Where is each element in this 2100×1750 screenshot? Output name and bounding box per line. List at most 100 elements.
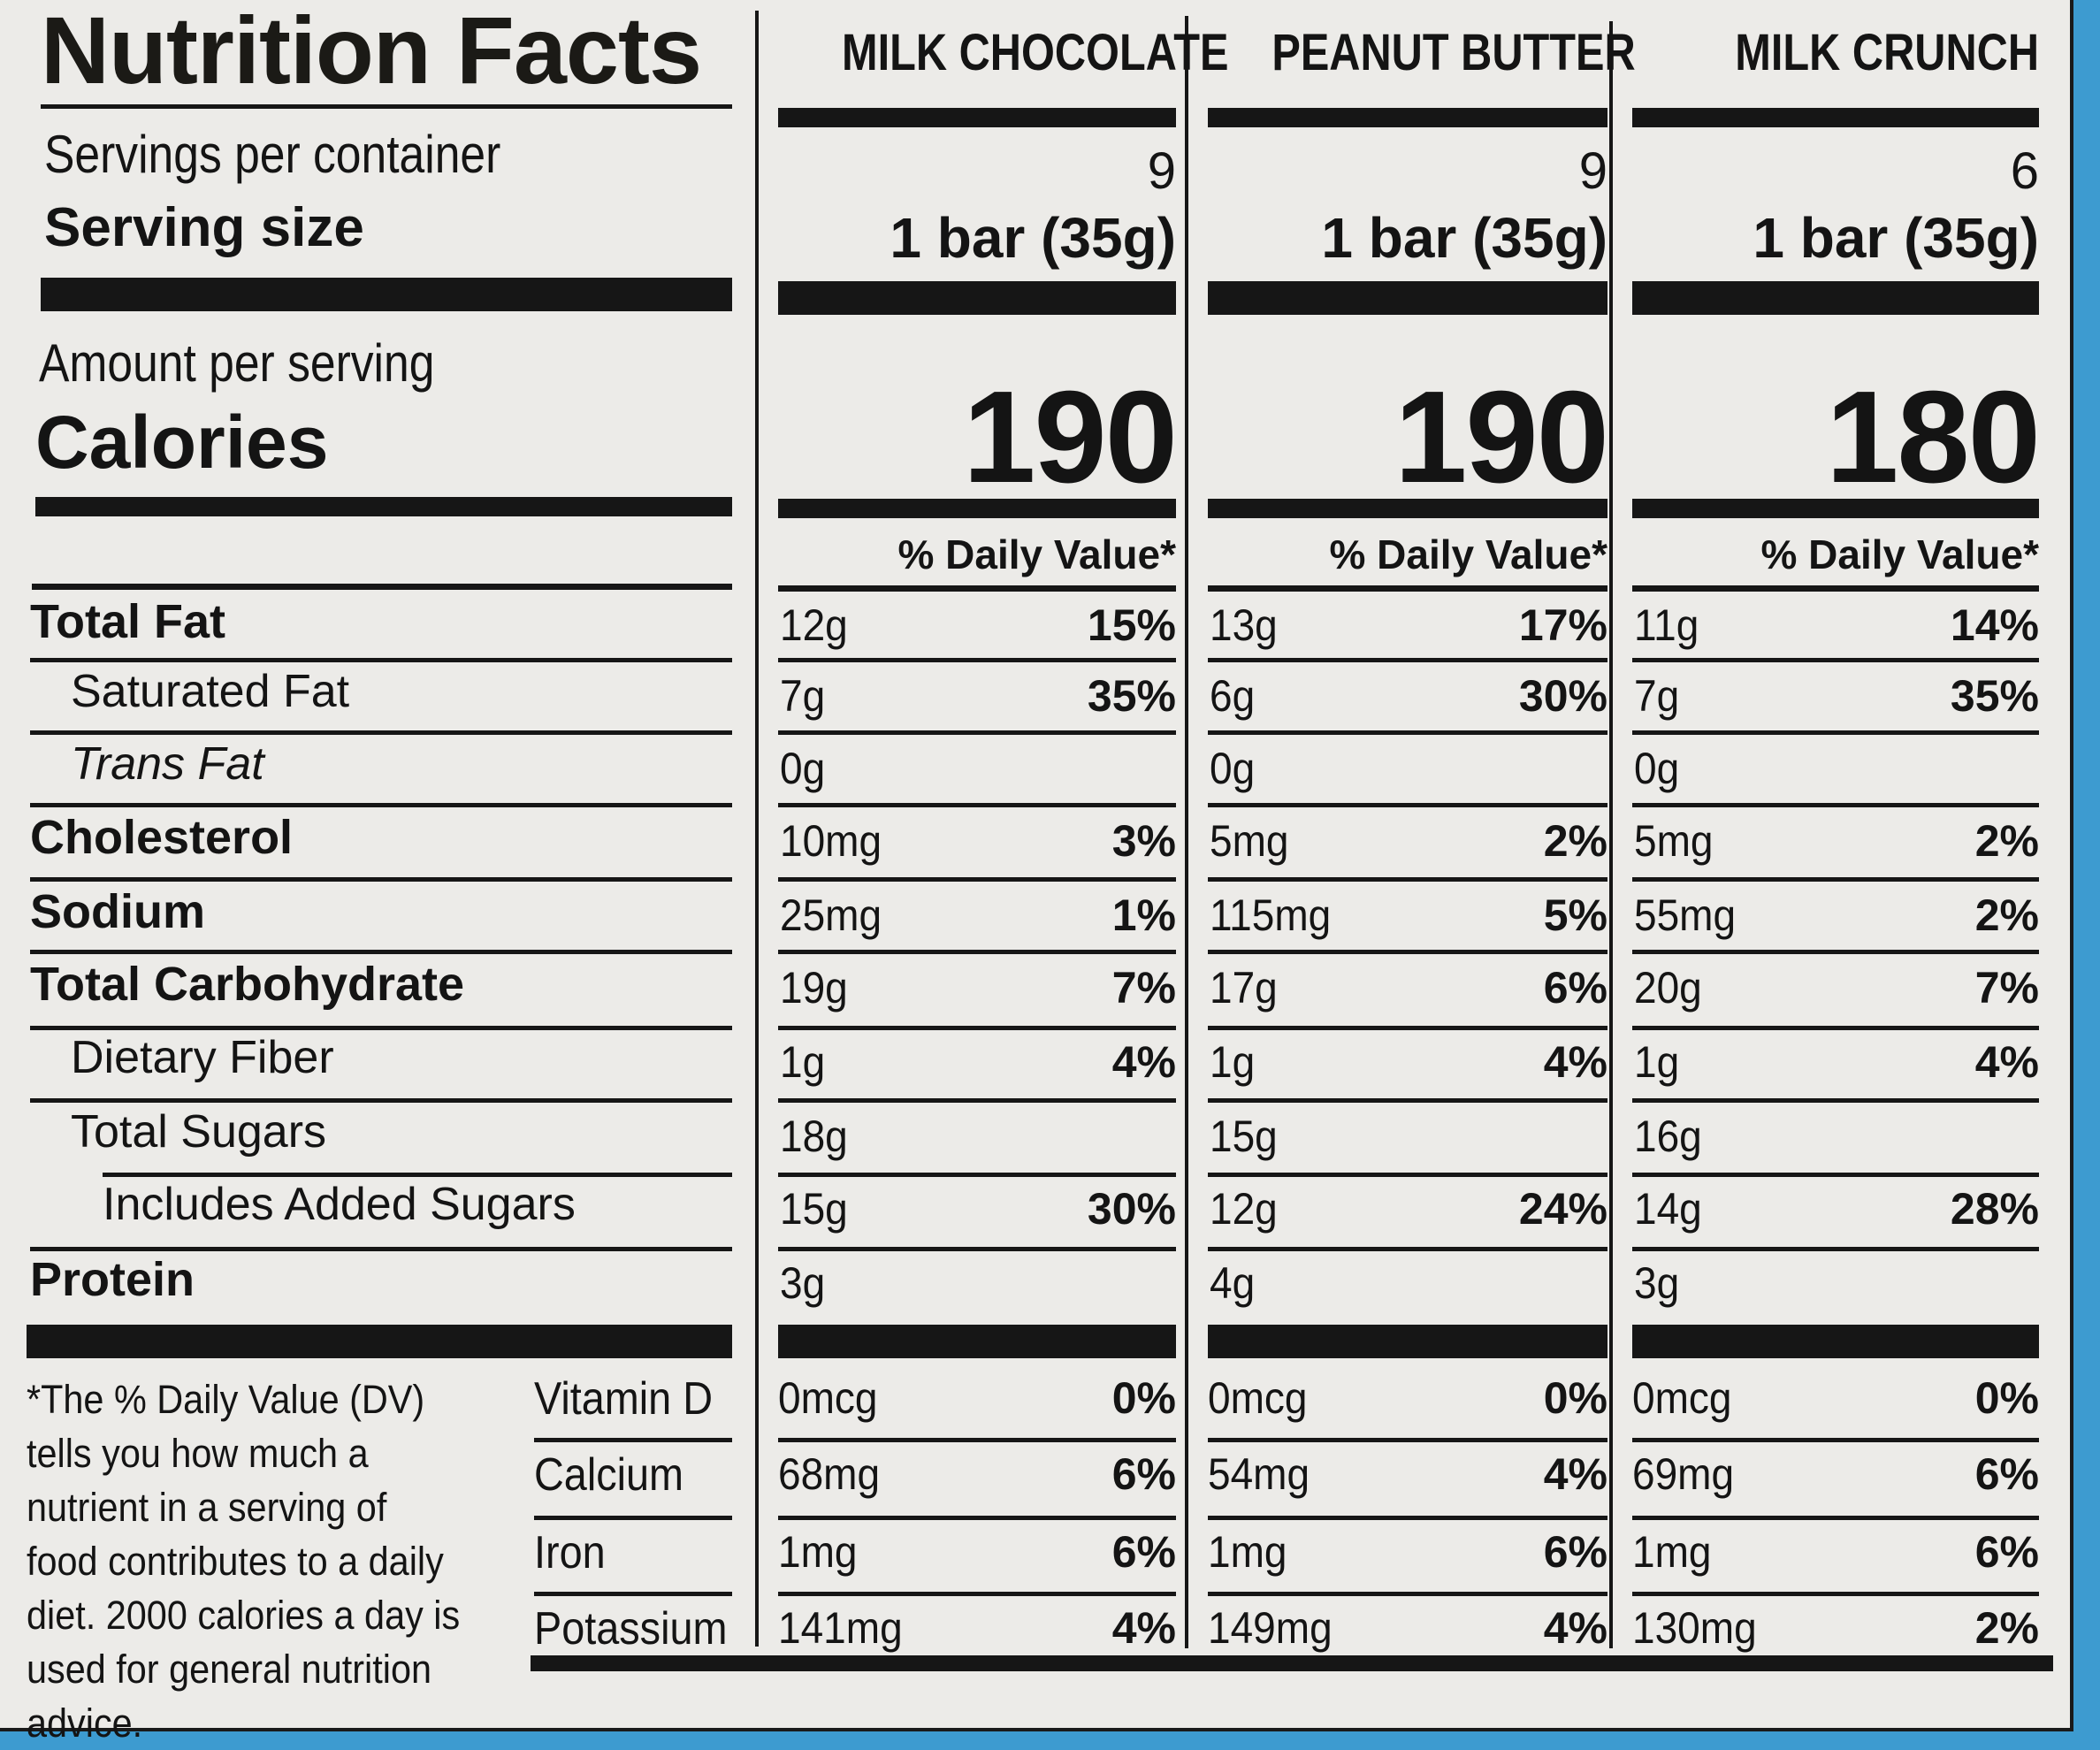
vitamin-amount: 149mg bbox=[1208, 1603, 1333, 1653]
product-row-rule bbox=[1208, 1173, 1607, 1177]
nutrient-amount: 6g bbox=[1210, 671, 1256, 721]
nutrient-percent: 4% bbox=[1111, 1037, 1176, 1087]
product-row-rule bbox=[778, 1247, 1176, 1251]
vitamin-percent: 4% bbox=[1543, 1449, 1607, 1499]
servings-value: 6 bbox=[2010, 142, 2039, 200]
daily-value-header: % Daily Value* bbox=[1760, 531, 2040, 577]
nutrient-percent: 5% bbox=[1543, 890, 1607, 940]
nutrient-amount: 16g bbox=[1634, 1112, 1702, 1161]
vitamin-amount: 0mcg bbox=[1208, 1373, 1308, 1423]
nutrient-amount: 1g bbox=[780, 1037, 826, 1087]
nutrient-amount: 5mg bbox=[1210, 816, 1289, 866]
vitamin-percent: 4% bbox=[1111, 1603, 1176, 1653]
row-rule bbox=[30, 803, 732, 807]
product-row-rule bbox=[1632, 658, 2039, 662]
nutrient-amount: 5mg bbox=[1634, 816, 1714, 866]
product-row-rule bbox=[1208, 877, 1607, 882]
nutrient-amount: 0g bbox=[780, 744, 826, 793]
product-name: MILK CRUNCH bbox=[1735, 24, 2039, 81]
nutrient-percent: 14% bbox=[1950, 600, 2039, 650]
nutrient-percent: 7% bbox=[1111, 963, 1176, 1013]
product-dv-rule bbox=[778, 585, 1176, 592]
product-vitamin-rule bbox=[778, 1516, 1176, 1520]
nutrient-percent: 17% bbox=[1518, 600, 1607, 650]
nutrient-amount: 25mg bbox=[780, 890, 882, 940]
serving-size-value: 1 bar (35g) bbox=[1321, 206, 1607, 270]
row-rule bbox=[30, 1098, 732, 1103]
product-protein-rule bbox=[778, 1325, 1176, 1358]
calories-thick-rule bbox=[35, 497, 732, 516]
product-head-rule bbox=[1208, 108, 1607, 127]
servings-value: 9 bbox=[1147, 142, 1176, 200]
nutrient-label: Total Carbohydrate bbox=[30, 958, 465, 1011]
nutrient-amount: 12g bbox=[1210, 1184, 1278, 1234]
dv-rule-left bbox=[32, 584, 732, 590]
product-row-rule bbox=[1208, 730, 1607, 735]
product-serving-rule bbox=[1208, 281, 1607, 315]
nutrient-amount: 15g bbox=[780, 1184, 848, 1234]
nutrient-percent: 35% bbox=[1950, 671, 2039, 721]
vitamin-label: Vitamin D bbox=[534, 1373, 714, 1425]
product-dv-rule bbox=[1632, 585, 2039, 592]
product-serving-rule bbox=[778, 281, 1176, 315]
column-divider-3 bbox=[1609, 21, 1613, 1648]
nutrient-amount: 19g bbox=[780, 963, 848, 1013]
product-vitamin-rule bbox=[1632, 1592, 2039, 1596]
product-row-rule bbox=[1632, 803, 2039, 807]
nutrient-percent: 2% bbox=[1974, 890, 2039, 940]
nutrient-amount: 4g bbox=[1210, 1258, 1256, 1308]
nutrient-percent: 30% bbox=[1518, 671, 1607, 721]
product-row-rule bbox=[778, 877, 1176, 882]
title-rule bbox=[41, 104, 732, 109]
product-vitamin-rule bbox=[1208, 1516, 1607, 1520]
product-row-rule bbox=[1208, 1026, 1607, 1030]
vitamin-percent: 0% bbox=[1111, 1373, 1176, 1423]
serving-size-value: 1 bar (35g) bbox=[1753, 206, 2039, 270]
daily-value-footnote: *The % Daily Value (DV) tells you how mu… bbox=[27, 1377, 461, 1746]
nutrient-amount: 115mg bbox=[1210, 890, 1332, 940]
vitamin-rule bbox=[534, 1516, 732, 1520]
nutrient-amount: 3g bbox=[1634, 1258, 1680, 1308]
vitamin-percent: 6% bbox=[1111, 1527, 1176, 1577]
row-rule bbox=[103, 1173, 732, 1177]
product-vitamin-rule bbox=[1632, 1516, 2039, 1520]
nutrient-amount: 7g bbox=[780, 671, 826, 721]
product-row-rule bbox=[1208, 1247, 1607, 1251]
product-row-rule bbox=[1632, 730, 2039, 735]
product-vitamin-rule bbox=[1208, 1438, 1607, 1442]
nutrient-percent: 35% bbox=[1087, 671, 1176, 721]
nutrient-label: Includes Added Sugars bbox=[103, 1179, 576, 1230]
protein-thick-rule bbox=[27, 1325, 732, 1358]
product-calories-rule bbox=[1208, 499, 1607, 518]
nutrient-amount: 12g bbox=[780, 600, 848, 650]
product-calories-rule bbox=[1632, 499, 2039, 518]
product-row-rule bbox=[1208, 950, 1607, 954]
product-vitamin-rule bbox=[1632, 1438, 2039, 1442]
vitamin-percent: 2% bbox=[1974, 1603, 2039, 1653]
product-vitamin-rule bbox=[778, 1438, 1176, 1442]
vitamin-label: Iron bbox=[534, 1527, 606, 1578]
vitamin-label: Potassium bbox=[534, 1603, 728, 1654]
vitamin-amount: 68mg bbox=[778, 1449, 881, 1499]
product-row-rule bbox=[1208, 803, 1607, 807]
vitamin-label: Calcium bbox=[534, 1449, 684, 1501]
vitamin-amount: 1mg bbox=[778, 1527, 858, 1577]
serving-size-label: Serving size bbox=[44, 197, 364, 258]
product-row-rule bbox=[778, 1173, 1176, 1177]
vitamin-percent: 6% bbox=[1111, 1449, 1176, 1499]
row-rule bbox=[30, 1247, 732, 1251]
nutrient-percent: 1% bbox=[1111, 890, 1176, 940]
product-head-rule bbox=[778, 108, 1176, 127]
nutrient-amount: 1g bbox=[1634, 1037, 1680, 1087]
serving-size-value: 1 bar (35g) bbox=[890, 206, 1176, 270]
nutrient-label: Saturated Fat bbox=[71, 666, 350, 717]
nutrient-amount: 7g bbox=[1634, 671, 1680, 721]
daily-value-header: % Daily Value* bbox=[897, 531, 1177, 577]
row-rule bbox=[30, 658, 732, 662]
nutrient-amount: 11g bbox=[1634, 600, 1699, 650]
vitamin-amount: 1mg bbox=[1632, 1527, 1712, 1577]
nutrient-amount: 3g bbox=[780, 1258, 826, 1308]
product-row-rule bbox=[1632, 1247, 2039, 1251]
product-row-rule bbox=[778, 730, 1176, 735]
